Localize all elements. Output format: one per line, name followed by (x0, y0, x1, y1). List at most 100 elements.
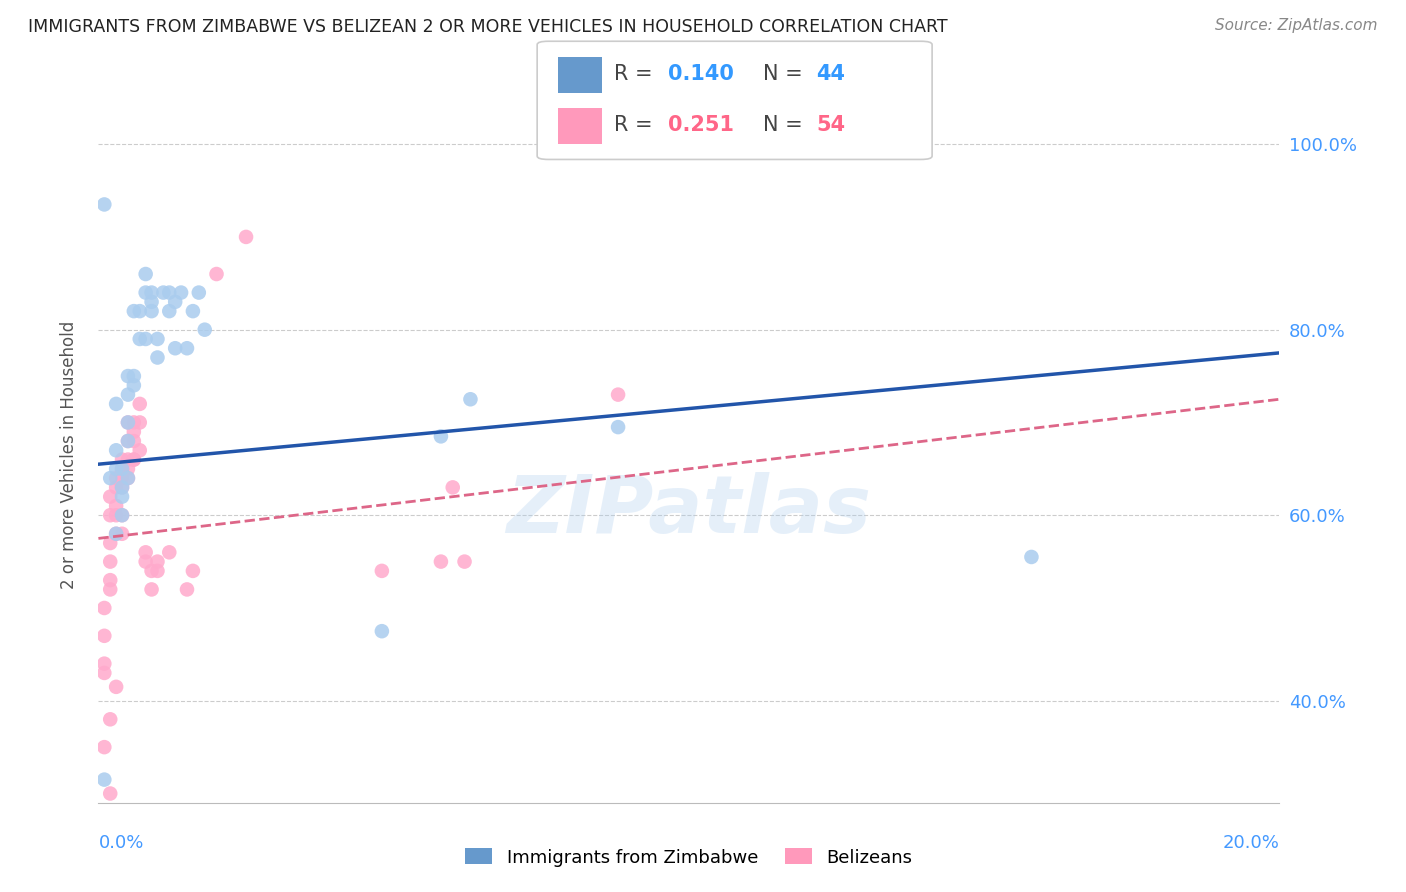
Point (135, 555, 157, 569)
Point (146, 351, 169, 365)
Point (93, 665, 115, 680)
Text: 0.140: 0.140 (668, 64, 734, 84)
Point (187, 285, 209, 300)
Point (111, 526, 134, 541)
Point (141, 582, 163, 597)
Point (122, 452, 145, 467)
Point (93, 601, 115, 615)
Point (98, 490, 121, 504)
Point (165, 341, 187, 355)
Point (135, 332, 157, 346)
FancyBboxPatch shape (558, 108, 602, 144)
Point (128, 443, 150, 458)
Point (441, 480, 464, 494)
Point (117, 462, 139, 476)
Point (128, 416, 150, 430)
Point (93, 772, 115, 787)
Point (105, 471, 128, 485)
Point (98, 787, 121, 801)
Point (181, 304, 204, 318)
Point (128, 397, 150, 411)
Point (105, 462, 128, 476)
Point (157, 304, 180, 318)
Point (460, 392, 482, 407)
Point (117, 434, 139, 448)
Point (117, 471, 139, 485)
Text: 44: 44 (817, 64, 845, 84)
Point (105, 397, 128, 411)
Point (157, 545, 180, 559)
Point (235, 230, 257, 244)
Point (453, 555, 475, 569)
Text: Source: ZipAtlas.com: Source: ZipAtlas.com (1215, 18, 1378, 33)
Point (122, 425, 145, 439)
Point (194, 323, 217, 337)
Point (111, 452, 134, 467)
Point (430, 429, 453, 443)
Text: 0.251: 0.251 (668, 115, 734, 136)
Point (105, 680, 128, 694)
Point (117, 471, 139, 485)
Point (111, 462, 134, 476)
Point (430, 555, 453, 569)
Text: N =: N = (762, 115, 808, 136)
Point (111, 508, 134, 523)
Point (128, 304, 150, 318)
Point (122, 452, 145, 467)
Point (141, 285, 163, 300)
Point (105, 443, 128, 458)
Point (152, 285, 174, 300)
Point (98, 712, 121, 726)
Legend: Immigrants from Zimbabwe, Belizeans: Immigrants from Zimbabwe, Belizeans (458, 841, 920, 874)
Point (371, 624, 394, 639)
Point (98, 508, 121, 523)
Point (105, 526, 128, 541)
FancyBboxPatch shape (558, 57, 602, 93)
Point (135, 285, 157, 300)
Y-axis label: 2 or more Vehicles in Household: 2 or more Vehicles in Household (59, 321, 77, 589)
Text: N =: N = (762, 64, 808, 84)
Point (607, 420, 630, 434)
Point (93, 197, 115, 211)
Point (146, 564, 169, 578)
Point (205, 267, 228, 281)
Text: 0.0%: 0.0% (98, 834, 143, 852)
Text: IMMIGRANTS FROM ZIMBABWE VS BELIZEAN 2 OR MORE VEHICLES IN HOUSEHOLD CORRELATION: IMMIGRANTS FROM ZIMBABWE VS BELIZEAN 2 O… (28, 18, 948, 36)
Point (146, 332, 169, 346)
Text: R =: R = (613, 115, 659, 136)
Point (146, 555, 169, 569)
Point (135, 267, 157, 281)
Point (176, 341, 198, 355)
Point (170, 285, 193, 300)
Point (93, 740, 115, 755)
Point (98, 536, 121, 550)
Point (117, 369, 139, 384)
Point (105, 499, 128, 513)
Text: ZIPatlas: ZIPatlas (506, 472, 872, 549)
Point (98, 555, 121, 569)
FancyBboxPatch shape (537, 41, 932, 160)
Point (1021, 549, 1043, 564)
Point (128, 332, 150, 346)
Point (176, 582, 198, 597)
Point (122, 304, 145, 318)
Point (105, 526, 128, 541)
Point (371, 564, 394, 578)
Point (122, 434, 145, 448)
Point (105, 480, 128, 494)
Point (111, 490, 134, 504)
Point (122, 369, 145, 384)
Point (117, 387, 139, 401)
Point (607, 387, 630, 401)
Point (111, 462, 134, 476)
Point (117, 452, 139, 467)
Point (98, 573, 121, 587)
Point (141, 294, 163, 309)
Point (111, 471, 134, 485)
Point (111, 480, 134, 494)
Point (122, 378, 145, 392)
Point (93, 629, 115, 643)
Point (117, 416, 139, 430)
Point (141, 304, 163, 318)
Point (165, 294, 187, 309)
